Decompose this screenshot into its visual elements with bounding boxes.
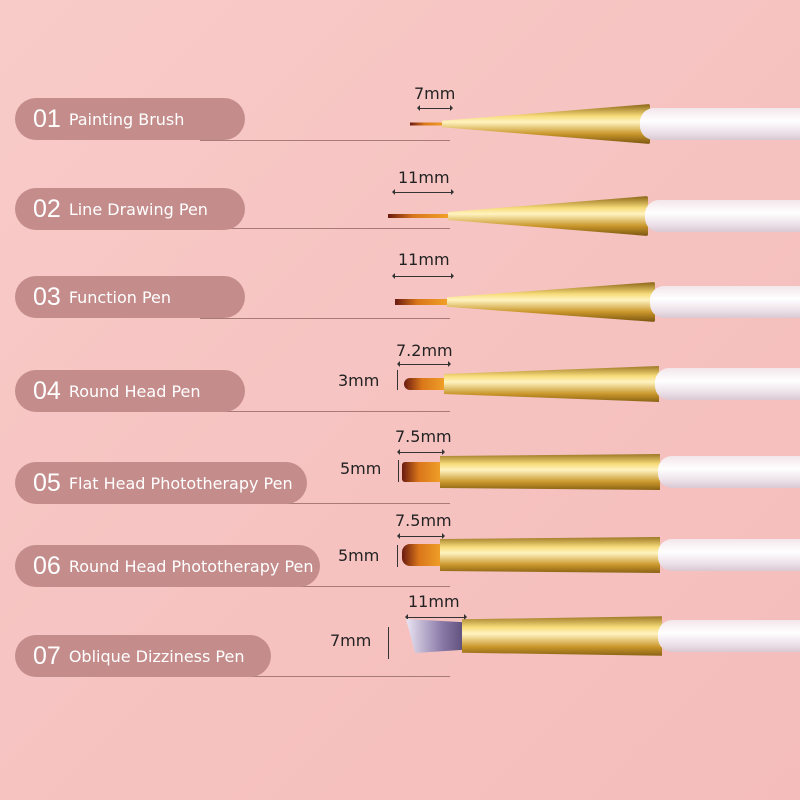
bristle bbox=[402, 544, 444, 566]
bristle bbox=[402, 462, 444, 482]
length-arrow bbox=[397, 361, 451, 367]
ferrule bbox=[442, 104, 650, 144]
brush-01 bbox=[410, 104, 800, 144]
label-01: 01 Painting Brush bbox=[15, 98, 245, 140]
item-number: 01 bbox=[33, 104, 61, 133]
item-name: Round Head Phototherapy Pen bbox=[68, 556, 314, 576]
width-label: 7mm bbox=[330, 631, 372, 650]
brush-04 bbox=[404, 364, 800, 404]
leader-line bbox=[200, 228, 450, 229]
item-number: 02 bbox=[33, 194, 61, 223]
item-name: Oblique Dizziness Pen bbox=[68, 646, 245, 666]
width-arrow bbox=[397, 545, 398, 567]
item-number: 04 bbox=[33, 376, 61, 405]
item-number: 06 bbox=[33, 551, 61, 580]
leader-line bbox=[200, 318, 450, 319]
width-arrow bbox=[397, 370, 398, 390]
ferrule bbox=[444, 366, 659, 402]
length-arrow bbox=[392, 273, 454, 279]
brush-03 bbox=[395, 282, 800, 322]
item-number: 05 bbox=[33, 468, 61, 497]
handle bbox=[658, 620, 800, 652]
length-label: 7.5mm bbox=[395, 511, 452, 530]
label-07: 07 Oblique Dizziness Pen bbox=[15, 635, 271, 677]
leader-line bbox=[200, 140, 450, 141]
length-label: 11mm bbox=[408, 592, 460, 611]
item-number: 03 bbox=[33, 282, 61, 311]
bristle bbox=[395, 299, 451, 305]
label-03: 03 Function Pen bbox=[15, 276, 245, 318]
handle bbox=[650, 286, 800, 318]
width-label: 5mm bbox=[340, 459, 382, 478]
bristle bbox=[406, 619, 466, 653]
bristle bbox=[404, 378, 448, 390]
length-arrow bbox=[417, 105, 453, 111]
item-name: Line Drawing Pen bbox=[68, 199, 208, 219]
length-arrow bbox=[397, 533, 445, 539]
width-label: 5mm bbox=[338, 546, 380, 565]
leader-line bbox=[200, 586, 450, 587]
ferrule bbox=[448, 196, 648, 236]
length-arrow bbox=[392, 189, 454, 195]
label-04: 04 Round Head Pen bbox=[15, 370, 245, 412]
ferrule bbox=[440, 537, 660, 573]
length-label: 7.5mm bbox=[395, 427, 452, 446]
width-arrow bbox=[398, 460, 399, 482]
width-label: 3mm bbox=[338, 371, 380, 390]
leader-line bbox=[200, 411, 450, 412]
length-arrow bbox=[405, 614, 467, 620]
handle bbox=[640, 108, 800, 140]
length-label: 7mm bbox=[414, 84, 456, 103]
item-name: Function Pen bbox=[68, 287, 172, 307]
handle bbox=[658, 539, 800, 571]
bristle bbox=[388, 214, 452, 218]
ferrule bbox=[440, 454, 660, 490]
brush-07 bbox=[406, 614, 800, 658]
leader-line bbox=[200, 503, 450, 504]
label-06: 06 Round Head Phototherapy Pen bbox=[15, 545, 320, 587]
item-name: Painting Brush bbox=[68, 109, 185, 129]
leader-line bbox=[200, 676, 450, 677]
brush-02 bbox=[388, 196, 800, 236]
length-arrow bbox=[397, 449, 445, 455]
length-label: 7.2mm bbox=[396, 341, 453, 360]
brush-06 bbox=[402, 535, 800, 575]
item-number: 07 bbox=[33, 641, 61, 670]
label-02: 02 Line Drawing Pen bbox=[15, 188, 245, 230]
length-label: 11mm bbox=[398, 168, 450, 187]
ferrule bbox=[447, 282, 655, 322]
bristle bbox=[410, 122, 446, 126]
handle bbox=[655, 368, 800, 400]
label-05: 05 Flat Head Phototherapy Pen bbox=[15, 462, 307, 504]
handle bbox=[658, 456, 800, 488]
width-arrow bbox=[388, 627, 389, 659]
handle bbox=[645, 200, 800, 232]
item-name: Round Head Pen bbox=[68, 381, 201, 401]
length-label: 11mm bbox=[398, 250, 450, 269]
item-name: Flat Head Phototherapy Pen bbox=[68, 473, 293, 493]
ferrule bbox=[462, 616, 662, 656]
brush-05 bbox=[402, 452, 800, 492]
